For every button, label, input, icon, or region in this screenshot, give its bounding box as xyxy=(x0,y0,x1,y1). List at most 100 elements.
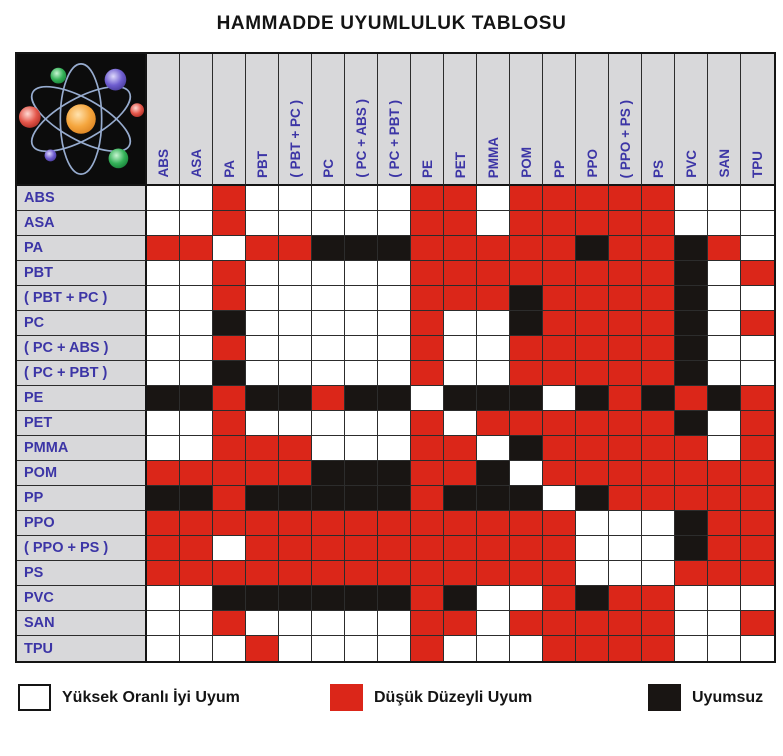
col-header-label: SAN xyxy=(716,149,732,178)
row-header-label: PMMA xyxy=(24,440,69,456)
matrix-cell-tpu-pc-pbt xyxy=(378,636,411,661)
matrix-cell-pc-pbt-pp xyxy=(543,361,576,386)
matrix-cell-pet-pmma xyxy=(477,411,510,436)
matrix-cell-pa-ppo-ps xyxy=(609,236,642,261)
matrix-cell-pvc-asa xyxy=(180,586,213,611)
matrix-cell-ppo-ps-pe xyxy=(411,536,444,561)
matrix-cell-pmma-ppo-ps xyxy=(609,436,642,461)
row-header-pet: PET xyxy=(17,411,147,436)
col-header-label: PVC xyxy=(683,150,699,178)
matrix-cell-pmma-pvc xyxy=(675,436,708,461)
matrix-cell-pc-asa xyxy=(180,311,213,336)
matrix-cell-san-asa xyxy=(180,611,213,636)
matrix-cell-ppo-ps-ppo xyxy=(576,536,609,561)
matrix-cell-pet-ps xyxy=(642,411,675,436)
matrix-cell-pbt-pbt xyxy=(246,261,279,286)
matrix-cell-pc-pbt-pvc xyxy=(675,361,708,386)
matrix-cell-abs-pc-abs xyxy=(345,186,378,211)
matrix-cell-ps-ps xyxy=(642,561,675,586)
matrix-cell-pc-pbt-asa xyxy=(180,361,213,386)
matrix-cell-pp-pom xyxy=(510,486,543,511)
page-title: HAMMADDE UYUMLULUK TABLOSU xyxy=(216,13,567,34)
matrix-cell-pa-pom xyxy=(510,236,543,261)
matrix-cell-pbt-pc-pp xyxy=(543,286,576,311)
row-header-tpu: TPU xyxy=(17,636,147,661)
matrix-cell-pom-ppo xyxy=(576,461,609,486)
matrix-cell-ppo-pmma xyxy=(477,511,510,536)
matrix-cell-pvc-pp xyxy=(543,586,576,611)
row-header-ppo: PPO xyxy=(17,511,147,536)
matrix-cell-pp-pc-pbt xyxy=(378,486,411,511)
matrix-cell-ppo-ps-san xyxy=(708,536,741,561)
matrix-cell-pc-abs-pom xyxy=(510,336,543,361)
matrix-cell-pp-pmma xyxy=(477,486,510,511)
matrix-cell-tpu-pp xyxy=(543,636,576,661)
matrix-cell-pa-pbt-pc xyxy=(279,236,312,261)
matrix-cell-asa-pom xyxy=(510,211,543,236)
matrix-cell-asa-pp xyxy=(543,211,576,236)
matrix-cell-tpu-pa xyxy=(213,636,246,661)
matrix-cell-pc-abs-asa xyxy=(180,336,213,361)
matrix-cell-pet-pc-pbt xyxy=(378,411,411,436)
col-header-pa: PA xyxy=(213,54,246,186)
matrix-cell-pbt-pc-pmma xyxy=(477,286,510,311)
row-header-label: ASA xyxy=(24,215,55,231)
matrix-cell-pet-pc xyxy=(312,411,345,436)
matrix-cell-pbt-pc-abs xyxy=(345,261,378,286)
matrix-cell-pbt-pc-pc xyxy=(312,286,345,311)
matrix-cell-ps-abs xyxy=(147,561,180,586)
matrix-cell-pom-san xyxy=(708,461,741,486)
matrix-cell-ps-asa xyxy=(180,561,213,586)
matrix-cell-pc-pc-pbt xyxy=(378,311,411,336)
matrix-cell-pc-pbt-pc-pbt xyxy=(378,361,411,386)
matrix-cell-pbt-pc-pbt xyxy=(246,286,279,311)
matrix-cell-pet-san xyxy=(708,411,741,436)
matrix-cell-pc-ps xyxy=(642,311,675,336)
matrix-cell-ps-pc-pbt xyxy=(378,561,411,586)
matrix-cell-pvc-abs xyxy=(147,586,180,611)
matrix-cell-pom-ps xyxy=(642,461,675,486)
matrix-cell-pvc-pe xyxy=(411,586,444,611)
matrix-cell-pc-abs-pmma xyxy=(477,336,510,361)
matrix-cell-ppo-san xyxy=(708,511,741,536)
matrix-cell-pc-pbt-pc xyxy=(279,311,312,336)
matrix-cell-pc-pbt-pbt-pc xyxy=(279,361,312,386)
matrix-cell-asa-san xyxy=(708,211,741,236)
matrix-cell-pa-abs xyxy=(147,236,180,261)
col-header-label: PE xyxy=(419,159,435,178)
matrix-cell-pp-san xyxy=(708,486,741,511)
matrix-cell-pom-pom xyxy=(510,461,543,486)
col-header-label: ASA xyxy=(188,149,204,178)
matrix-cell-pc-pbt-ps xyxy=(642,361,675,386)
matrix-cell-pmma-pe xyxy=(411,436,444,461)
matrix-cell-abs-ps xyxy=(642,186,675,211)
matrix-cell-san-san xyxy=(708,611,741,636)
matrix-cell-ps-san xyxy=(708,561,741,586)
col-header-label: POM xyxy=(518,147,534,178)
matrix-cell-pc-pbt-ppo-ps xyxy=(609,361,642,386)
matrix-cell-abs-pmma xyxy=(477,186,510,211)
matrix-cell-pp-pa xyxy=(213,486,246,511)
col-header-label: PC xyxy=(320,159,336,178)
legend-swatch-good xyxy=(18,684,51,711)
matrix-cell-abs-pp xyxy=(543,186,576,211)
matrix-cell-pbt-pp xyxy=(543,261,576,286)
matrix-cell-ppo-pp xyxy=(543,511,576,536)
matrix-cell-pa-pbt xyxy=(246,236,279,261)
col-header-label: PPO xyxy=(584,149,600,178)
matrix-cell-pmma-tpu xyxy=(741,436,774,461)
col-header-pmma: PMMA xyxy=(477,54,510,186)
matrix-cell-pet-pe xyxy=(411,411,444,436)
matrix-cell-ppo-pa xyxy=(213,511,246,536)
row-header-label: POM xyxy=(24,465,58,481)
matrix-cell-asa-pe xyxy=(411,211,444,236)
matrix-cell-san-pc-pbt xyxy=(378,611,411,636)
matrix-cell-ppo-ps-pp xyxy=(543,536,576,561)
col-header-san: SAN xyxy=(708,54,741,186)
matrix-cell-pe-pa xyxy=(213,386,246,411)
matrix-cell-pbt-pc-pbt xyxy=(378,261,411,286)
matrix-cell-asa-pbt-pc xyxy=(279,211,312,236)
matrix-cell-pc-abs-ps xyxy=(642,336,675,361)
matrix-cell-pc-pmma xyxy=(477,311,510,336)
matrix-cell-pp-pbt-pc xyxy=(279,486,312,511)
